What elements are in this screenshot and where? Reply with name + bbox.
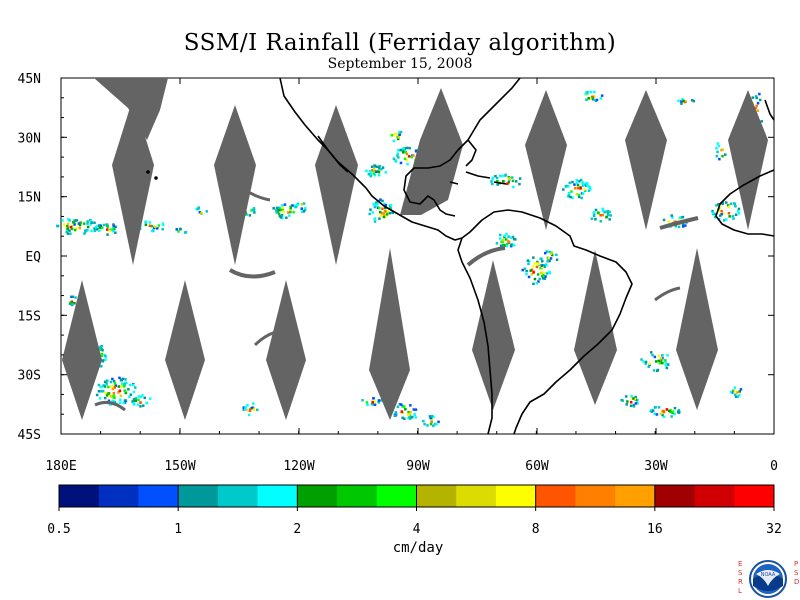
colorbar-label: 0.5 xyxy=(47,522,70,537)
lon-label: 90W xyxy=(406,459,430,474)
colorbar-label: 1 xyxy=(174,522,182,537)
svg-text:S: S xyxy=(794,569,799,577)
colorbar-swatch xyxy=(59,485,100,507)
lon-label: 150W xyxy=(164,459,195,474)
psd-letters: PSD xyxy=(794,560,799,586)
colorbar-swatch xyxy=(575,485,616,507)
svg-text:L: L xyxy=(738,587,742,595)
lon-label: 180E xyxy=(45,459,76,474)
colorbar-label: 32 xyxy=(766,522,782,537)
colorbar-swatch xyxy=(337,485,378,507)
colorbar-units: cm/day xyxy=(392,540,444,556)
colorbar-swatch xyxy=(495,485,537,507)
lon-label: 120W xyxy=(283,459,314,474)
lon-label: 60W xyxy=(525,459,549,474)
lon-label: 0 xyxy=(770,459,778,474)
colorbar-swatch xyxy=(615,485,656,507)
svg-text:S: S xyxy=(738,569,743,577)
colorbar-swatch xyxy=(178,485,219,507)
colorbar-swatch xyxy=(217,485,259,507)
colorbar-swatch xyxy=(416,485,457,507)
lat-label: 15N xyxy=(18,191,41,206)
colorbar-swatch xyxy=(734,485,775,507)
colorbar-label: 4 xyxy=(413,522,421,537)
lat-label: 45N xyxy=(18,72,41,87)
chart-title: SSM/I Rainfall (Ferriday algorithm) xyxy=(183,30,617,56)
colorbar-swatch xyxy=(297,485,338,507)
svg-text:R: R xyxy=(738,578,743,586)
svg-text:E: E xyxy=(738,560,742,568)
colorbar-label: 16 xyxy=(647,522,663,537)
colorbar-label: 2 xyxy=(293,522,301,537)
colorbar-swatch xyxy=(535,485,576,507)
colorbar-label: 8 xyxy=(532,522,540,537)
colorbar-swatch xyxy=(694,485,735,507)
svg-text:P: P xyxy=(794,560,798,568)
colorbar-swatch xyxy=(138,485,179,507)
lon-label: 30W xyxy=(644,459,668,474)
map-axes: 45N 30N 15N EQ 15S 30S 45S 180E 150W 120W 90W 60W 30… xyxy=(18,72,778,474)
lat-label: 45S xyxy=(18,428,41,443)
colorbar-swatch xyxy=(257,485,298,507)
colorbar-swatch xyxy=(98,485,139,507)
colorbar: 0.5 1 2 4 8 16 32 xyxy=(47,484,782,537)
lat-label: EQ xyxy=(25,250,41,265)
lat-label: 30S xyxy=(18,369,41,384)
map-frame xyxy=(60,77,775,435)
rain-layer xyxy=(55,90,763,427)
colorbar-swatch xyxy=(376,485,417,507)
chart-subtitle: September 15, 2008 xyxy=(327,56,473,72)
coastlines xyxy=(146,77,775,435)
swath-gaps xyxy=(62,78,768,420)
logo-text: NOAA xyxy=(761,572,776,578)
colorbar-swatch xyxy=(654,485,696,507)
colorbar-swatch xyxy=(456,485,497,507)
svg-text:D: D xyxy=(794,578,799,586)
lat-label: 15S xyxy=(18,309,41,324)
lat-label: 30N xyxy=(18,131,41,146)
